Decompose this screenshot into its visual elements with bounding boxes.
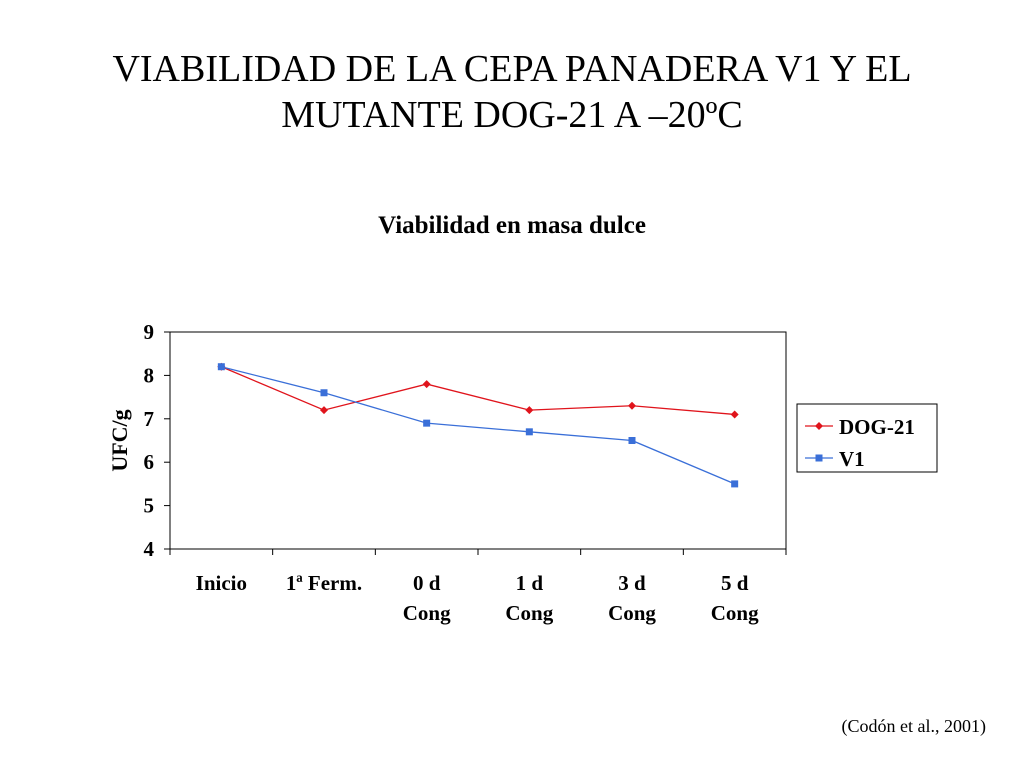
slide-title-line1: VIABILIDAD DE LA CEPA PANADERA V1 Y EL (112, 48, 912, 90)
data-point-v1 (731, 480, 739, 488)
x-tick-label: 1ª Ferm. (286, 571, 362, 595)
x-tick-label: Inicio (196, 571, 247, 595)
data-point-dog-21 (730, 410, 739, 419)
slide-title: VIABILIDAD DE LA CEPA PANADERA V1 Y EL M… (0, 46, 1024, 138)
x-tick-label: Cong (608, 601, 656, 625)
legend-marker-dog-21 (815, 422, 823, 430)
x-tick-label: 0 d (413, 571, 441, 595)
data-point-v1 (320, 389, 328, 397)
data-point-dog-21 (525, 406, 534, 415)
data-point-v1 (628, 437, 636, 444)
data-point-dog-21 (422, 380, 431, 389)
x-tick-label: 3 d (618, 571, 646, 595)
legend-label-dog-21: DOG-21 (839, 415, 915, 439)
series-line-dog-21 (221, 366, 735, 416)
legend-marker-v1 (815, 454, 823, 462)
x-tick-label: Cong (403, 601, 451, 625)
y-tick-label: 9 (144, 320, 155, 344)
plot-area (169, 331, 787, 550)
y-tick-label: 6 (144, 450, 155, 474)
y-tick-label: 5 (144, 494, 155, 518)
legend-label-v1: V1 (839, 447, 865, 471)
x-tick-label: Cong (711, 601, 759, 625)
y-tick-label: 4 (144, 537, 155, 561)
chart-title: Viabilidad en masa dulce (378, 212, 646, 239)
data-point-dog-21 (320, 406, 328, 415)
y-tick-label: 7 (144, 407, 155, 431)
slide-title-line2: MUTANTE DOG-21 A –20ºC (281, 94, 743, 136)
series-line-v1 (221, 366, 735, 485)
x-tick-label: Cong (505, 601, 553, 625)
x-tick-label: 5 d (721, 571, 749, 595)
data-point-v1 (525, 428, 533, 436)
y-tick-label: 8 (144, 363, 155, 387)
data-point-dog-21 (628, 401, 636, 410)
y-axis-label: UFC/g (107, 409, 132, 471)
x-tick-label: 1 d (516, 571, 544, 595)
citation: (Codón et al., 2001) (841, 716, 986, 736)
data-point-v1 (217, 363, 225, 371)
data-point-v1 (423, 419, 431, 427)
